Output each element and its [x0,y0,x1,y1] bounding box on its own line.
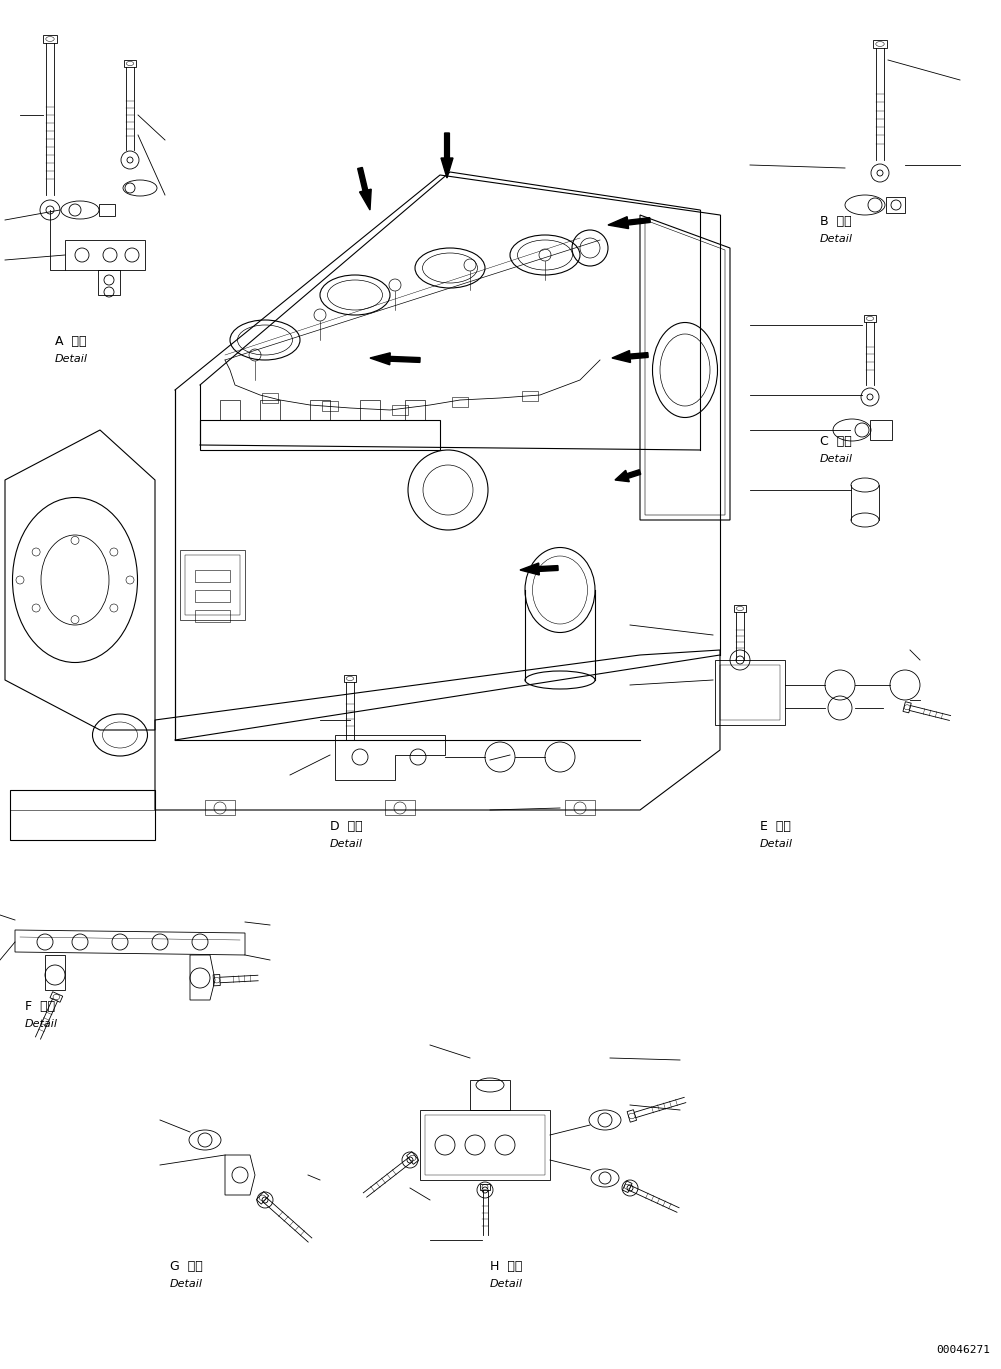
Text: Detail: Detail [820,234,853,244]
FancyArrow shape [608,216,651,229]
Text: Detail: Detail [330,839,363,849]
Text: E  詳細: E 詳細 [760,820,791,832]
Text: 00046271: 00046271 [936,1344,990,1355]
Text: Detail: Detail [55,355,88,364]
Text: D  詳細: D 詳細 [330,820,362,832]
Text: Detail: Detail [170,1279,203,1290]
Text: B  詳細: B 詳細 [820,215,852,229]
Text: G  詳細: G 詳細 [170,1259,203,1273]
Text: Detail: Detail [490,1279,523,1290]
FancyArrow shape [520,563,559,575]
Text: Detail: Detail [25,1019,58,1029]
Text: A  詳細: A 詳細 [55,335,86,348]
FancyArrow shape [612,350,649,363]
Text: C  詳細: C 詳細 [820,435,852,448]
Text: H  詳細: H 詳細 [490,1259,523,1273]
Text: Detail: Detail [820,455,853,464]
FancyArrow shape [615,470,641,482]
FancyArrow shape [357,167,371,209]
FancyArrow shape [441,133,453,178]
Text: F  詳細: F 詳細 [25,999,55,1013]
FancyArrow shape [370,353,420,364]
Text: Detail: Detail [760,839,793,849]
